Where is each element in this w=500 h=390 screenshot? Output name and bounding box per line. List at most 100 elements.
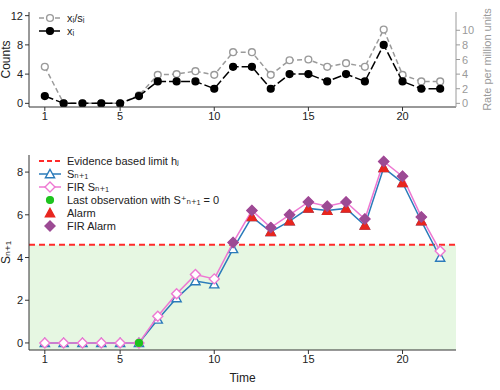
- point: [117, 100, 124, 107]
- y2-tick: [456, 103, 460, 104]
- y2-tick-label: 6: [462, 54, 468, 66]
- point: [398, 171, 408, 181]
- y-tick: [25, 74, 29, 75]
- point: [154, 71, 161, 78]
- y-tick: [25, 342, 29, 343]
- y-tick-label: 4: [17, 68, 23, 80]
- x-tick-label: 20: [396, 353, 408, 365]
- point: [322, 201, 332, 211]
- point: [399, 78, 406, 85]
- point: [211, 71, 218, 78]
- point: [437, 85, 444, 92]
- point: [173, 78, 180, 85]
- point: [209, 274, 219, 284]
- point: [249, 49, 256, 56]
- x-tick-label: 1: [42, 110, 48, 122]
- legend-symbol: [45, 182, 55, 192]
- point: [418, 85, 425, 92]
- point: [267, 71, 274, 78]
- y-tick-label: 8: [17, 39, 23, 51]
- legend-label: xᵢ: [67, 25, 75, 37]
- legend: xᵢ/sᵢxᵢ: [39, 12, 85, 37]
- point: [96, 338, 106, 348]
- plot-area: [41, 26, 443, 107]
- point: [79, 100, 86, 107]
- legend-label: Last observation with S⁺ₙ₊₁ = 0: [67, 194, 219, 206]
- point: [247, 206, 257, 216]
- x-axis: [29, 350, 456, 351]
- x-tick-label: 1: [42, 353, 48, 365]
- y-tick: [25, 214, 29, 215]
- legend-label: FIR Sₙ₊₁: [67, 181, 109, 193]
- y-axis: [29, 12, 30, 107]
- point: [343, 60, 350, 67]
- legend-symbol: [47, 15, 54, 22]
- point: [380, 26, 387, 33]
- series-line: [45, 161, 440, 343]
- x-tick-label: 10: [208, 353, 220, 365]
- point: [285, 210, 295, 220]
- point: [305, 71, 312, 78]
- point: [79, 100, 86, 107]
- y2-tick: [456, 88, 460, 89]
- point: [380, 41, 387, 48]
- point: [361, 78, 368, 85]
- y-tick-label: 4: [17, 252, 23, 264]
- y-tick-label: 12: [11, 10, 23, 22]
- point: [286, 57, 293, 64]
- legend-symbol: [47, 28, 54, 35]
- point: [303, 197, 313, 207]
- y-axis-label: Counts: [0, 40, 13, 78]
- y-tick: [25, 300, 29, 301]
- point: [398, 171, 408, 181]
- point: [247, 206, 257, 216]
- point: [211, 85, 218, 92]
- x-tick-label: 5: [117, 353, 123, 365]
- panel-0: 15101520048120246810CountsRate per milli…: [0, 8, 493, 122]
- y2-axis-label: Rate per million units: [481, 8, 493, 111]
- y2-tick-label: 8: [462, 39, 468, 51]
- point: [77, 338, 87, 348]
- legend-label: FIR Alarm: [67, 220, 116, 232]
- point: [416, 212, 426, 222]
- point: [192, 78, 199, 85]
- point: [341, 197, 351, 207]
- y-tick: [25, 44, 29, 45]
- y2-tick-label: 0: [462, 97, 468, 109]
- legend-label: Alarm: [67, 207, 96, 219]
- point: [249, 63, 256, 70]
- point: [60, 100, 67, 107]
- chart-canvas: 15101520048120246810CountsRate per milli…: [0, 0, 500, 390]
- series-line: [45, 168, 440, 343]
- y2-tick: [456, 30, 460, 31]
- point: [228, 238, 238, 248]
- point: [98, 100, 105, 107]
- point: [305, 56, 312, 63]
- point: [173, 71, 180, 78]
- point: [136, 340, 143, 347]
- y-tick: [25, 103, 29, 104]
- y-tick-label: 6: [17, 209, 23, 221]
- point: [115, 338, 125, 348]
- y-tick-label: 0: [17, 97, 23, 109]
- point: [416, 212, 426, 222]
- point: [361, 63, 368, 70]
- legend-symbol: [47, 197, 54, 204]
- point: [437, 78, 444, 85]
- point: [60, 100, 67, 107]
- point: [322, 201, 332, 211]
- x-tick-label: 15: [302, 110, 314, 122]
- point: [303, 197, 313, 207]
- legend-label: xᵢ/sᵢ: [67, 12, 85, 24]
- legend-symbol: [45, 221, 55, 231]
- point: [267, 85, 274, 92]
- x-tick-label: 15: [302, 353, 314, 365]
- point: [192, 68, 199, 75]
- y-tick: [25, 15, 29, 16]
- point: [343, 71, 350, 78]
- point: [379, 156, 389, 166]
- limit-region: [29, 245, 456, 350]
- legend-symbol: [39, 160, 61, 162]
- legend: Evidence based limit hⱼSₙ₊₁FIR Sₙ₊₁Last …: [39, 155, 219, 232]
- point: [435, 246, 445, 256]
